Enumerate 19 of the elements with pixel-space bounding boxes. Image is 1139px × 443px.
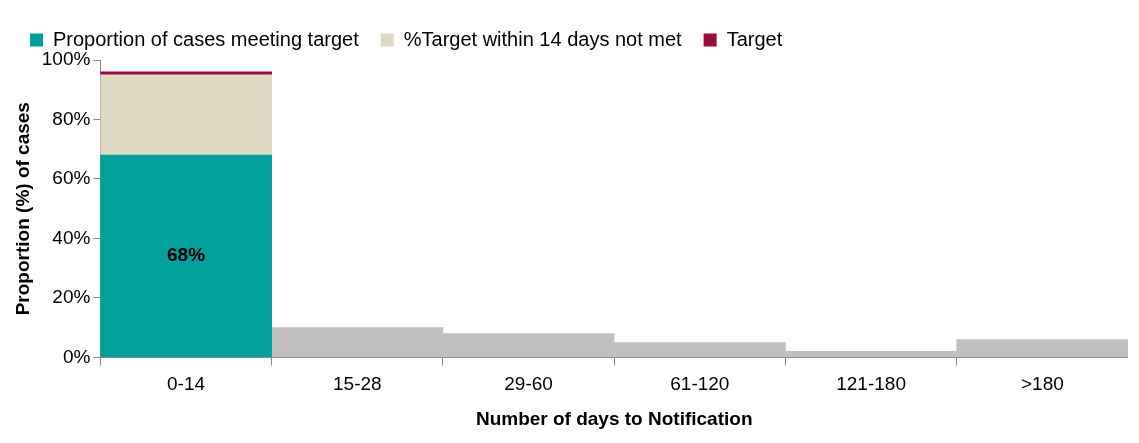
bar [100,154,272,358]
x-axis-title: Number of days to Notification [475,407,753,429]
x-tick-label: >180 [1020,373,1064,395]
y-tick-label: 20% [52,286,91,308]
legend-label: Proportion of cases meeting target [53,27,360,50]
x-tick-label: 121-180 [836,373,906,395]
x-tick-label: 15-28 [332,373,382,395]
x-tick-label: 61-120 [670,373,730,395]
legend-label: %Target within 14 days not met [403,27,683,50]
y-tick-label: 60% [52,167,91,189]
y-tick-label: 0% [62,345,91,367]
y-tick-label: 80% [52,107,91,129]
x-tick-label: 0-14 [167,373,206,395]
data-label: 68% [167,244,206,266]
bar [100,74,272,156]
x-tick-label: 29-60 [504,373,553,395]
y-axis-title: Proportion (%) of cases [11,102,33,316]
legend-label: Target [726,27,783,50]
y-tick-label: 40% [52,226,91,248]
